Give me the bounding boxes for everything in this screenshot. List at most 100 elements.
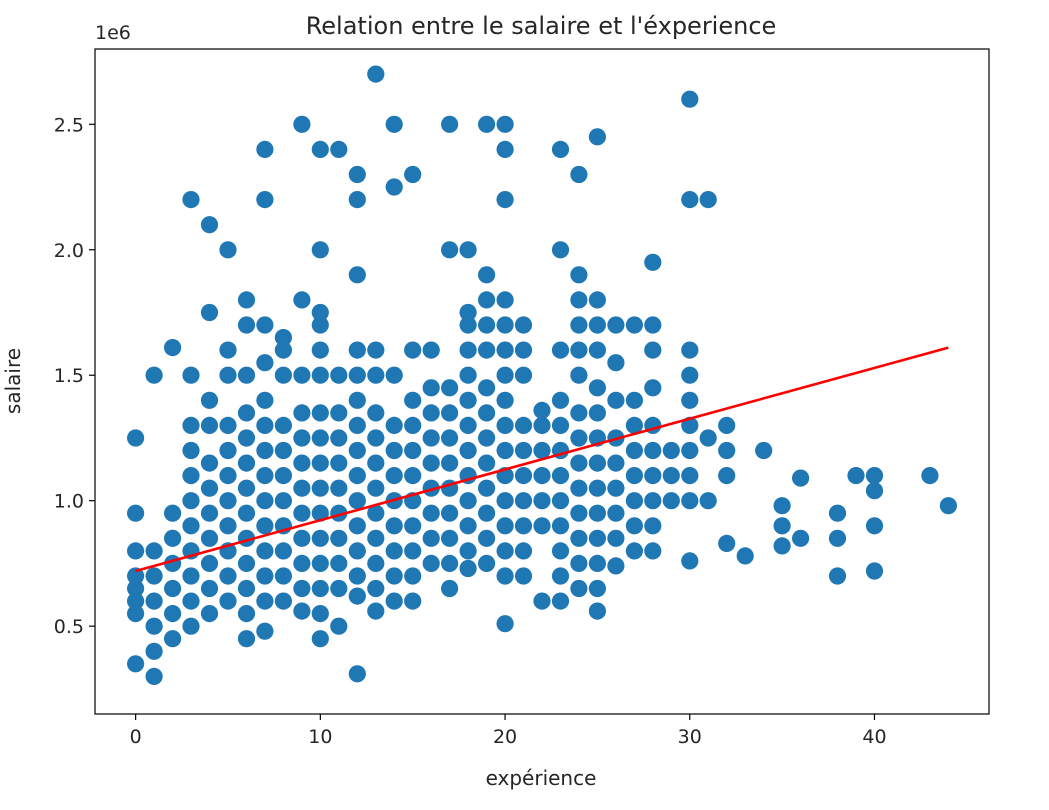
scatter-point (625, 467, 644, 485)
scatter-point (256, 542, 274, 560)
scatter-point (681, 90, 699, 108)
scatter-point (200, 605, 219, 623)
scatter-point (182, 592, 200, 610)
scatter-point (367, 429, 385, 447)
scatter-point (496, 366, 514, 384)
scatter-point (625, 316, 644, 334)
scatter-point (348, 366, 366, 384)
scatter-point (330, 366, 348, 384)
scatter-point (496, 567, 514, 585)
scatter-point (644, 441, 662, 460)
scatter-point (200, 391, 219, 409)
scatter-point (348, 517, 366, 535)
scatter-point (644, 341, 662, 359)
x-tick-label: 10 (308, 726, 332, 748)
scatter-point (311, 504, 329, 522)
scatter-point (570, 404, 588, 422)
scatter-point (311, 316, 329, 334)
regression-line (135, 346, 949, 573)
scatter-point (441, 529, 459, 547)
scatter-point (348, 191, 366, 209)
fit-line-layer (135, 346, 949, 573)
scatter-point (773, 517, 791, 535)
scatter-point (644, 517, 662, 535)
scatter-point (293, 115, 311, 133)
y-tick-label: 0.5 (54, 616, 84, 638)
scatter-point (588, 341, 607, 359)
scatter-point (459, 341, 477, 359)
x-tick-label: 40 (862, 726, 886, 748)
scatter-point (718, 416, 736, 434)
scatter-point (311, 605, 329, 623)
x-tick-label: 30 (678, 726, 702, 748)
scatter-point (644, 316, 662, 334)
scatter-point (404, 542, 422, 560)
scatter-point (441, 554, 459, 573)
scatter-point (681, 366, 699, 384)
scatter-point (404, 592, 422, 610)
scatter-point (514, 316, 533, 334)
scatter-point (459, 241, 477, 259)
scatter-point (256, 467, 274, 485)
scatter-point (681, 467, 699, 485)
scatter-point (459, 316, 477, 334)
y-axis-label: salaire (1, 348, 25, 414)
scatter-point (681, 492, 699, 510)
scatter-point (514, 467, 533, 485)
scatter-point (865, 517, 884, 535)
scatter-point (514, 416, 533, 434)
scatter-point (404, 567, 422, 585)
scatter-point (237, 605, 256, 623)
scatter-point (219, 416, 237, 434)
scatter-point (570, 454, 588, 472)
scatter-point (551, 567, 570, 585)
scatter-point (293, 479, 311, 497)
scatter-point (718, 441, 736, 460)
scatter-point (311, 366, 329, 384)
scatter-point (570, 316, 588, 334)
scatter-point (496, 492, 514, 510)
scatter-point (367, 366, 385, 384)
y-tick-label: 1.0 (54, 491, 84, 513)
scatter-point (311, 630, 329, 648)
scatter-point (293, 529, 311, 547)
scatter-point (422, 479, 440, 497)
scatter-point (551, 592, 570, 610)
scatter-point (478, 504, 496, 522)
scatter-point (551, 517, 570, 535)
y-axis-ticks: 0.5 1.0 1.5 2.0 2.5 (54, 114, 95, 638)
scatter-point (367, 602, 385, 620)
scatter-point (274, 441, 292, 460)
scatter-point (478, 291, 496, 309)
scatter-point (237, 554, 256, 573)
scatter-point (607, 454, 625, 472)
scatter-point (293, 291, 311, 309)
scatter-point (256, 140, 274, 158)
scatter-point (164, 579, 182, 598)
scatter-point (588, 454, 607, 472)
scatter-point (348, 165, 366, 184)
scatter-point (478, 379, 496, 397)
scatter-point (441, 454, 459, 472)
scatter-point (237, 316, 256, 334)
scatter-point (311, 241, 329, 259)
scatter-point (127, 605, 145, 623)
scatter-point (607, 529, 625, 547)
scatter-point (219, 517, 237, 535)
scatter-point (921, 467, 939, 485)
scatter-point (570, 554, 588, 573)
scatter-point (496, 391, 514, 409)
scatter-point (441, 115, 459, 133)
scatter-point (200, 479, 219, 497)
scatter-point (237, 404, 256, 422)
scatter-point (274, 592, 292, 610)
scatter-point (865, 482, 884, 500)
scatter-point (182, 617, 200, 635)
scatter-point (459, 366, 477, 384)
scatter-point (478, 341, 496, 359)
scatter-point (681, 552, 699, 570)
scatter-point (256, 416, 274, 434)
scatter-point (533, 416, 551, 434)
scatter-point (127, 542, 145, 560)
scatter-point (588, 504, 607, 522)
